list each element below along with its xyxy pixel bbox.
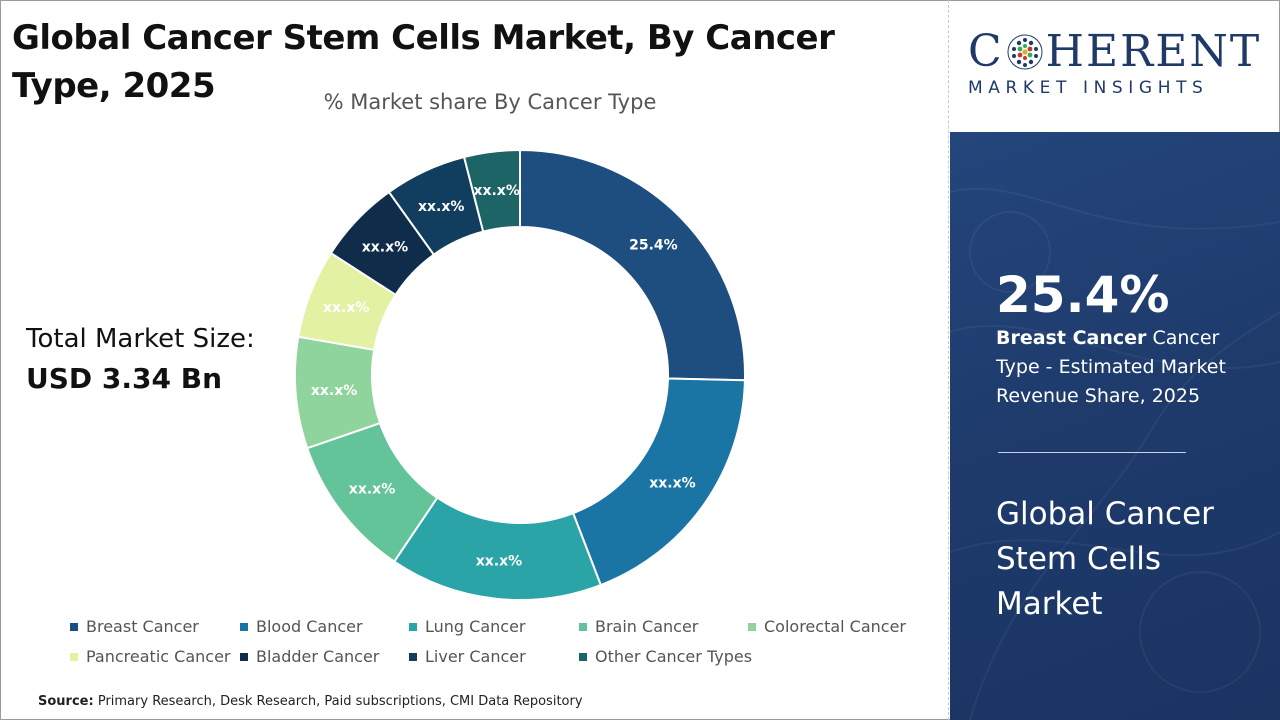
total-market-label: Total Market Size: (26, 324, 255, 354)
donut-label-colorectal-cancer: xx.x% (311, 383, 357, 399)
legend-item-lung-cancer: Lung Cancer (409, 617, 526, 636)
legend-label: Liver Cancer (425, 647, 526, 666)
panel-divider (998, 452, 1186, 453)
legend-item-breast-cancer: Breast Cancer (70, 617, 199, 636)
donut-label-blood-cancer: xx.x% (649, 475, 695, 491)
logo-letter-c: C (968, 26, 1004, 77)
logo-subtitle: MARKET INSIGHTS (968, 78, 1209, 98)
panel-background-texture (950, 187, 1280, 720)
logo-letters-herent: HERENT (1045, 26, 1262, 77)
legend-label: Colorectal Cancer (764, 617, 907, 636)
total-market-value: USD 3.34 Bn (26, 362, 222, 395)
donut-label-lung-cancer: xx.x% (476, 553, 522, 569)
legend-item-pancreatic-cancer: Pancreatic Cancer (70, 647, 230, 666)
source-label: Source: (38, 694, 94, 709)
highlight-segment: Breast Cancer (996, 327, 1147, 349)
highlight-panel: 25.4% Breast Cancer Cancer Type - Estima… (950, 132, 1280, 720)
legend-label: Pancreatic Cancer (86, 647, 231, 666)
legend-item-other-cancer-types: Other Cancer Types (579, 647, 752, 666)
logo-globe-icon (1007, 34, 1043, 70)
donut-label-pancreatic-cancer: xx.x% (323, 300, 369, 316)
highlight-description: Breast Cancer Cancer Type - Estimated Ma… (996, 324, 1256, 411)
legend-swatch (748, 622, 756, 631)
legend-item-colorectal-cancer: Colorectal Cancer (748, 617, 906, 636)
coherent-logo: C HERENT MARKET INSIGHTS (968, 28, 1268, 99)
logo-wordmark: C HERENT (968, 28, 1268, 76)
source-text: Primary Research, Desk Research, Paid su… (97, 694, 583, 709)
legend-item-liver-cancer: Liver Cancer (409, 647, 526, 666)
highlight-market-name: Global Cancer Stem Cells Market (996, 496, 1214, 622)
legend-label: Bladder Cancer (256, 647, 380, 666)
legend-swatch (409, 652, 417, 661)
legend-label: Lung Cancer (425, 617, 526, 636)
highlight-share-value: 25.4% (996, 266, 1170, 324)
legend-item-blood-cancer: Blood Cancer (240, 617, 363, 636)
legend-swatch (579, 652, 587, 661)
legend-swatch (240, 622, 248, 631)
legend-swatch (409, 622, 417, 631)
chart-subtitle: % Market share By Cancer Type (323, 90, 657, 114)
donut-label-liver-cancer: xx.x% (418, 199, 464, 215)
legend-item-bladder-cancer: Bladder Cancer (240, 647, 379, 666)
donut-slice-other-cancer-types (462, 148, 521, 233)
legend-item-brain-cancer: Brain Cancer (579, 617, 698, 636)
donut-label-brain-cancer: xx.x% (349, 482, 395, 498)
legend-label: Brain Cancer (595, 617, 699, 636)
legend-swatch (579, 622, 587, 631)
donut-label-bladder-cancer: xx.x% (362, 239, 408, 255)
highlight-description-text: Cancer Type - Estimated Market Revenue S… (996, 327, 1226, 407)
legend-label: Blood Cancer (256, 617, 363, 636)
donut-label-breast-cancer: 25.4% (629, 238, 678, 254)
legend-label: Other Cancer Types (595, 647, 753, 666)
legend-label: Breast Cancer (86, 617, 199, 636)
vertical-divider (948, 0, 949, 720)
donut-label-other-cancer-types: xx.x% (473, 183, 519, 199)
donut-chart: 25.4% xx.x% xx.x% xx.x% xx.x% xx.x% xx.x% xx.x%… (294, 148, 746, 601)
legend-swatch (240, 652, 248, 661)
legend-swatch (70, 652, 78, 661)
donut-slice-breast-cancer (519, 148, 746, 382)
source-note: Source: Primary Research, Desk Research,… (38, 694, 583, 709)
chart-title: Global Cancer Stem Cells Market, By Canc… (12, 18, 835, 106)
legend-swatch (70, 622, 78, 631)
